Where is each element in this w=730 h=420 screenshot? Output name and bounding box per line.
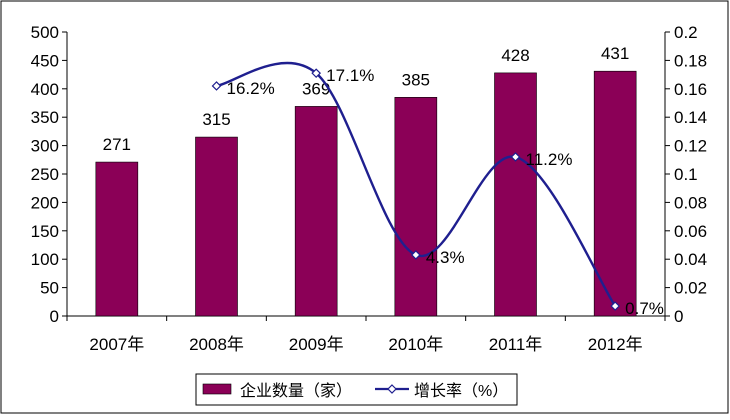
- y-right-tick-label: 0.08: [674, 193, 707, 212]
- x-tick-label: 2009年: [289, 335, 344, 354]
- bar: [494, 72, 537, 317]
- y-right-tick-label: 0.2: [674, 23, 698, 42]
- y-right-tick-label: 0.18: [674, 51, 707, 70]
- y-left-tick-label: 450: [31, 51, 59, 70]
- bar-value-label: 431: [601, 44, 629, 63]
- bar: [195, 136, 238, 317]
- y-left-tick-label: 400: [31, 80, 59, 99]
- y-left-tick-label: 250: [31, 165, 59, 184]
- y-right-tick-label: 0.06: [674, 222, 707, 241]
- line-value-label: 0.7%: [625, 299, 664, 318]
- bar: [294, 106, 338, 317]
- line-point-marker: [311, 68, 322, 79]
- line-series: [211, 61, 621, 311]
- line-value-label: 16.2%: [227, 79, 275, 98]
- y-left-tick-label: 0: [50, 307, 59, 326]
- bar-value-label: 369: [302, 79, 330, 98]
- bar-value-label: 428: [501, 46, 529, 65]
- legend: 企业数量（家） 增长率（%）: [195, 373, 518, 406]
- bar-value-label: 271: [103, 135, 131, 154]
- y-right-tick-label: 0.12: [674, 137, 707, 156]
- line-point-marker: [211, 81, 222, 91]
- y-left-tick-label: 200: [31, 193, 59, 212]
- line-value-label: 4.3%: [426, 248, 465, 267]
- x-tick-label: 2010年: [388, 335, 443, 354]
- y-left-tick-label: 300: [31, 137, 59, 156]
- y-right-tick-label: 0.02: [674, 279, 707, 298]
- y-left-tick-label: 100: [31, 250, 59, 269]
- legend-line-label: 增长率（%）: [414, 382, 508, 400]
- x-tick-label: 2012年: [588, 335, 643, 354]
- y-right-tick-label: 0.16: [674, 80, 707, 99]
- y-right-tick-label: 0.1: [674, 165, 698, 184]
- legend-box: [195, 373, 518, 406]
- y-left-tick-label: 150: [31, 222, 59, 241]
- y-left-tick-label: 500: [31, 23, 59, 42]
- bar: [95, 161, 139, 317]
- y-right-tick-label: 0.04: [674, 250, 707, 269]
- bar: [394, 97, 438, 317]
- bar-value-label: 315: [202, 110, 230, 129]
- y-left-tick-label: 50: [40, 279, 59, 298]
- bar-value-label: 385: [402, 70, 430, 89]
- axes: 0 50 100 150 200 250 300 350 400 450 500 0 0.02 0.04 0…: [31, 23, 707, 354]
- y-right-tick-label: 0.14: [674, 108, 707, 127]
- bar-series: [95, 70, 637, 317]
- x-tick-label: 2008年: [189, 335, 244, 354]
- line-point-marker: [410, 250, 421, 260]
- line-value-label: 11.2%: [526, 150, 573, 169]
- y-right-tick-label: 0: [674, 307, 683, 326]
- legend-bar-label: 企业数量（家）: [240, 382, 352, 400]
- bar-labels: 271 315 369 385 428 431: [103, 44, 630, 154]
- line-point-marker: [510, 152, 521, 162]
- line-value-label: 17.1%: [326, 66, 374, 85]
- line-point-marker: [610, 301, 621, 311]
- legend-line-marker: [387, 384, 397, 394]
- y-left-tick-label: 350: [31, 108, 59, 127]
- bar: [593, 70, 637, 317]
- x-tick-label: 2011年: [489, 335, 543, 354]
- x-tick-label: 2007年: [89, 335, 144, 354]
- legend-bar-swatch: [202, 383, 232, 395]
- line-labels: 16.2% 17.1% 4.3% 11.2% 0.7%: [227, 66, 664, 318]
